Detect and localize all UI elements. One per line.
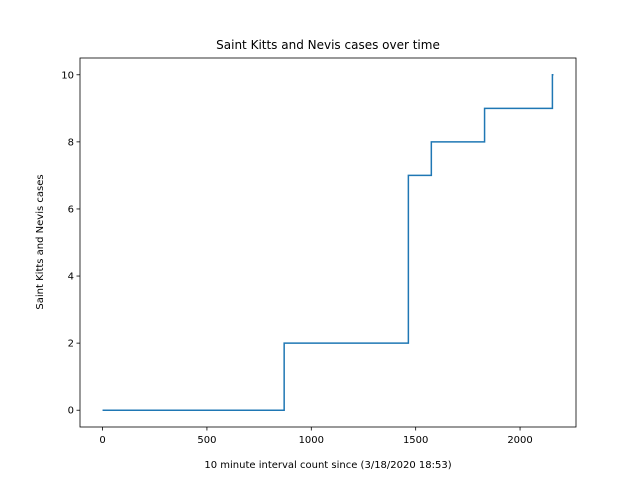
x-tick-label-500: 500 — [197, 435, 216, 446]
x-tick-label-1500: 1500 — [403, 435, 428, 446]
x-tick-label-2000: 2000 — [507, 435, 532, 446]
chart-title: Saint Kitts and Nevis cases over time — [216, 38, 440, 52]
y-tick-label-0: 0 — [68, 406, 74, 417]
y-tick-label-10: 10 — [61, 70, 74, 81]
y-axis-label: Saint Kitts and Nevis cases — [35, 174, 46, 309]
x-tick-label-1000: 1000 — [299, 435, 324, 446]
series-line-0 — [102, 74, 554, 411]
x-axis-label: 10 minute interval count since (3/18/202… — [204, 460, 451, 471]
x-tick-label-0: 0 — [99, 435, 105, 446]
y-tick-label-2: 2 — [68, 339, 74, 350]
y-tick-label-4: 4 — [68, 272, 74, 283]
y-tick-label-6: 6 — [68, 204, 74, 215]
y-tick-label-8: 8 — [68, 137, 74, 148]
axes-frame — [79, 57, 577, 428]
plot-area: 0 500 1000 1500 2000 0 2 4 6 8 10 — [61, 57, 577, 446]
